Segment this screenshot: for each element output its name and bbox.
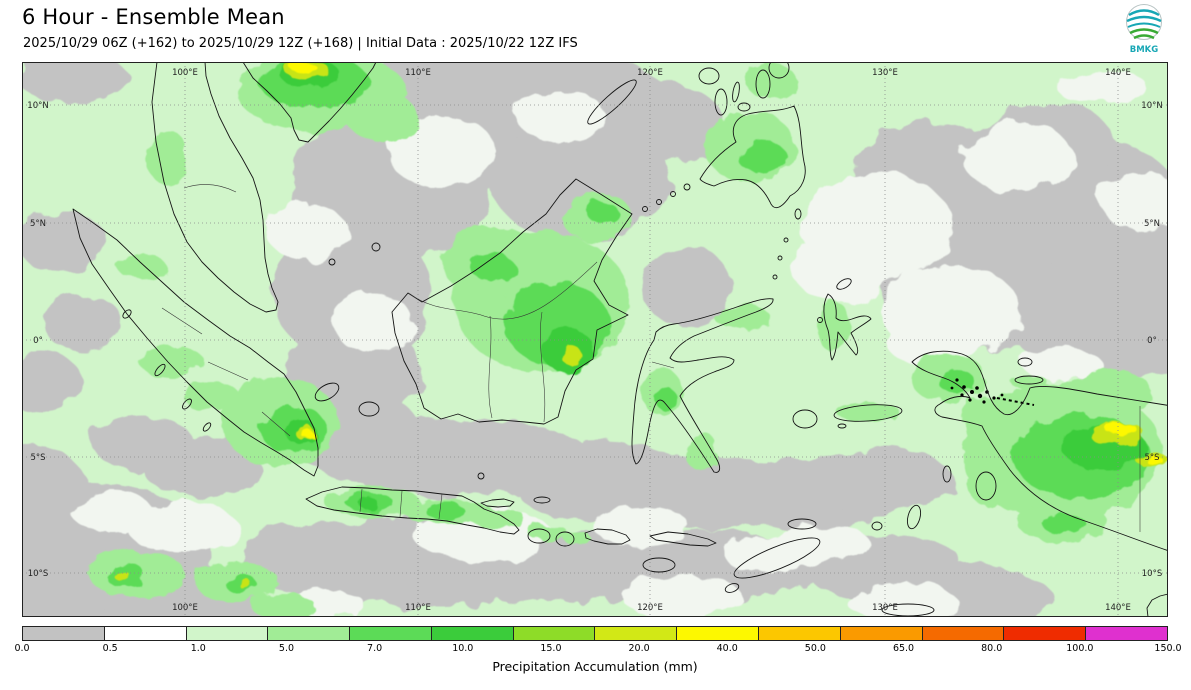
map-border bbox=[22, 62, 1168, 617]
lat-tick-label: 10°S bbox=[1142, 569, 1162, 579]
colorbar-tick: 0.0 bbox=[14, 643, 30, 654]
precipitation-map: 100°E 110°E 120°E 130°E 140°E 100°E 110°… bbox=[22, 62, 1168, 617]
lon-tick-label: 110°E bbox=[405, 603, 431, 613]
lat-tick-label: 5°S bbox=[30, 453, 45, 463]
precip-light-layer bbox=[72, 69, 1168, 617]
lon-tick-label: 100°E bbox=[172, 603, 198, 613]
lon-tick-label: 100°E bbox=[172, 68, 198, 78]
colorbar-tick: 40.0 bbox=[716, 643, 738, 654]
colorbar-cell bbox=[23, 627, 105, 640]
colorbar-cell bbox=[350, 627, 432, 640]
lat-tick-label: 5°S bbox=[1144, 453, 1159, 463]
terrain-speckles bbox=[950, 378, 1035, 406]
colorbar-tick: 15.0 bbox=[540, 643, 562, 654]
colorbar-ticks: 0.0 0.5 1.0 5.0 7.0 10.0 15.0 20.0 40.0 50.0 65.0 8… bbox=[14, 643, 1181, 656]
colorbar-swatches bbox=[22, 626, 1168, 641]
page-title: 6 Hour - Ensemble Mean bbox=[22, 5, 285, 29]
colorbar-tick: 5.0 bbox=[278, 643, 295, 654]
colorbar-cell bbox=[595, 627, 678, 640]
colorbar-cell bbox=[513, 627, 596, 640]
colorbar-tick: 1.0 bbox=[190, 643, 206, 654]
precip-yellow-layer bbox=[291, 62, 1163, 466]
colorbar-cell bbox=[677, 627, 760, 640]
lon-tick-label: 130°E bbox=[872, 68, 898, 78]
lon-tick-label: 120°E bbox=[637, 68, 663, 78]
graticule-layer bbox=[22, 62, 1168, 617]
lat-tick-label: 10°N bbox=[27, 101, 48, 111]
lon-tick-label: 110°E bbox=[405, 68, 431, 78]
colorbar-tick: 100.0 bbox=[1066, 643, 1094, 654]
colorbar-tick: 10.0 bbox=[452, 643, 474, 654]
colorbar-cell bbox=[1086, 627, 1167, 640]
colorbar: 0.0 0.5 1.0 5.0 7.0 10.0 15.0 20.0 40.0 50.0 65.0 8… bbox=[14, 626, 1182, 674]
colorbar-cell bbox=[431, 627, 514, 640]
colorbar-tick: 65.0 bbox=[892, 643, 915, 654]
admin-borders-layer bbox=[161, 184, 1141, 532]
lon-tick-label: 130°E bbox=[872, 603, 898, 613]
lon-tick-label: 120°E bbox=[637, 603, 663, 613]
colorbar-tick: 150.0 bbox=[1154, 643, 1182, 654]
page-subtitle: 2025/10/29 06Z (+162) to 2025/10/29 12Z … bbox=[23, 36, 578, 51]
colorbar-tick: 50.0 bbox=[804, 643, 826, 654]
bmkg-logo: BMKG bbox=[1121, 2, 1167, 60]
colorbar-cell bbox=[840, 627, 923, 640]
colorbar-label: Precipitation Accumulation (mm) bbox=[492, 659, 698, 674]
axis-labels: 100°E 110°E 120°E 130°E 140°E 100°E 110°… bbox=[27, 68, 1162, 613]
colorbar-cell bbox=[759, 627, 841, 640]
lat-tick-label: 0° bbox=[1147, 336, 1157, 346]
colorbar-cell bbox=[1004, 627, 1087, 640]
lat-tick-label: 5°N bbox=[30, 219, 46, 229]
lat-tick-label: 10°S bbox=[28, 569, 48, 579]
colorbar-tick: 7.0 bbox=[367, 643, 383, 654]
colorbar-cell bbox=[104, 627, 187, 640]
colorbar-tick: 0.5 bbox=[102, 643, 118, 654]
colorbar-cell bbox=[268, 627, 351, 640]
colorbar-tick: 20.0 bbox=[628, 643, 650, 654]
lat-tick-label: 5°N bbox=[1144, 219, 1160, 229]
lat-tick-label: 0° bbox=[33, 336, 43, 346]
lon-tick-label: 140°E bbox=[1105, 603, 1131, 613]
bmkg-logo-text: BMKG bbox=[1130, 45, 1159, 55]
colorbar-cell bbox=[186, 627, 269, 640]
lon-tick-label: 140°E bbox=[1105, 68, 1131, 78]
colorbar-tick: 80.0 bbox=[981, 643, 1003, 654]
coastlines-layer bbox=[72, 62, 1168, 617]
colorbar-cell bbox=[922, 627, 1005, 640]
lat-tick-label: 10°N bbox=[1141, 101, 1162, 111]
